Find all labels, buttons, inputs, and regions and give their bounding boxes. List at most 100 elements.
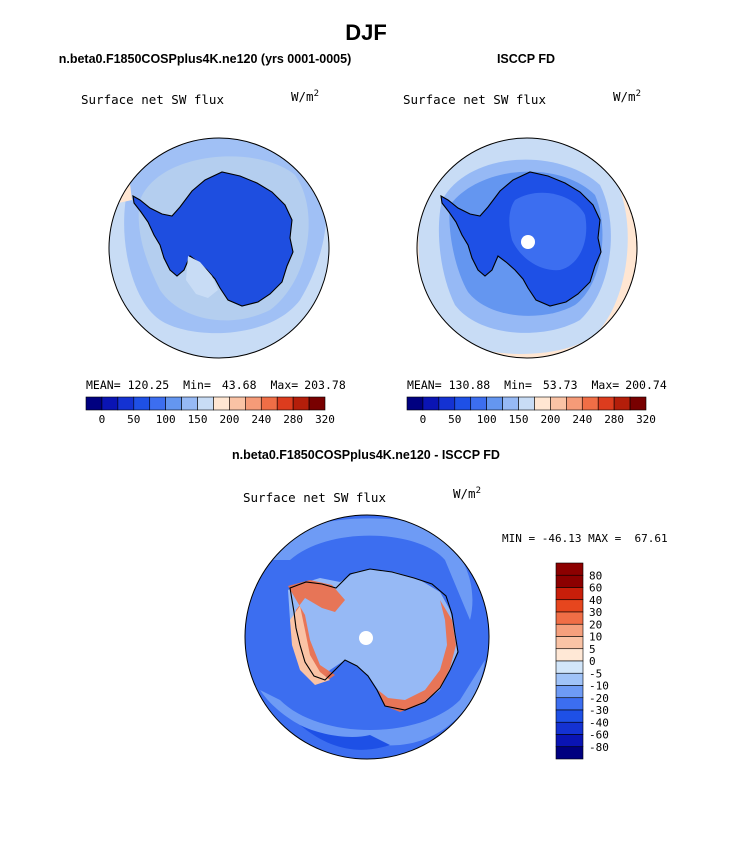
panel-bottom-colorbar xyxy=(555,562,584,760)
colorbar-left-tick: 320 xyxy=(315,413,335,426)
colorbar-bottom-swatch xyxy=(555,709,584,723)
colorbar-left-swatch xyxy=(181,396,198,411)
panel-bottom-units: W/m2 xyxy=(453,486,481,501)
colorbar-right-swatch xyxy=(406,396,424,411)
coastal-warm-ring xyxy=(290,606,330,685)
colorbar-left-swatch xyxy=(213,396,230,411)
colorbar-right-tick: 240 xyxy=(572,413,592,426)
colorbar-bottom-swatch xyxy=(555,611,584,625)
colorbar-bottom-tick: 0 xyxy=(589,655,596,668)
colorbar-bottom-swatch xyxy=(555,636,584,650)
colorbar-bottom-swatch xyxy=(555,721,584,735)
colorbar-left-tick: 0 xyxy=(99,413,106,426)
colorbar-right-tick: 320 xyxy=(636,413,656,426)
colorbar-bottom-swatch xyxy=(555,734,584,748)
colorbar-bottom-tick: -40 xyxy=(589,716,609,729)
colorbar-bottom-tick: 60 xyxy=(589,582,602,595)
panel-right-field-label: Surface net SW flux xyxy=(403,92,546,107)
colorbar-right-swatch xyxy=(550,396,567,411)
colorbar-right-swatch xyxy=(629,396,647,411)
colorbar-left-swatch xyxy=(85,396,103,411)
colorbar-left-tick: 240 xyxy=(251,413,271,426)
colorbar-right-swatch xyxy=(597,396,615,411)
colorbar-bottom-tick: 40 xyxy=(589,594,602,607)
pole-hole xyxy=(521,235,535,249)
panel-right-colorbar-ticks: 0 50 100 150 200 240 280 320 xyxy=(420,413,656,426)
colorbar-right-swatch xyxy=(534,396,551,411)
colorbar-left-swatch xyxy=(292,396,310,411)
colorbar-left-swatch xyxy=(117,396,135,411)
colorbar-right-swatch xyxy=(581,396,599,411)
panel-bottom-field-label: Surface net SW flux xyxy=(243,490,386,505)
colorbar-left-swatch xyxy=(229,396,246,411)
colorbar-bottom-swatch xyxy=(555,697,584,711)
panel-right: ISCCP FD Surface net SW flux W/m2 MEAN= 1… xyxy=(403,52,667,426)
colorbar-right-tick: 50 xyxy=(448,413,461,426)
peach-patch xyxy=(110,168,132,205)
pole-hole xyxy=(359,631,373,645)
panel-left: n.beta0.F1850COSPplus4K.ne120 (yrs 0001-… xyxy=(59,52,352,426)
colorbar-left-swatch xyxy=(308,396,326,411)
panel-bottom-map-border xyxy=(244,514,490,760)
colorbar-bottom-swatch xyxy=(555,648,584,662)
antarctica-land xyxy=(132,171,294,307)
panel-right-stats: MEAN= 130.88 Min= 53.73 Max= 200.74 xyxy=(407,378,667,392)
diff-light-patch-2 xyxy=(260,660,485,746)
colorbar-bottom-tick: -80 xyxy=(589,741,609,754)
colorbar-right-swatch xyxy=(518,396,535,411)
colorbar-bottom-swatch xyxy=(555,685,584,699)
panel-left-map-border xyxy=(108,137,330,359)
colorbar-bottom-swatch xyxy=(555,660,584,674)
colorbar-bottom-tick: -5 xyxy=(589,667,602,680)
colorbar-bottom-tick: 20 xyxy=(589,618,602,631)
colorbar-left-tick: 200 xyxy=(219,413,239,426)
colorbar-right-swatch xyxy=(422,396,440,411)
colorbar-bottom-tick: -30 xyxy=(589,704,609,717)
panel-left-colorbar-ticks: 0 50 100 150 200 240 280 320 xyxy=(99,413,335,426)
colorbar-bottom-swatch xyxy=(555,587,584,601)
panel-left-colorbar xyxy=(85,396,326,411)
antarctica-coast xyxy=(289,568,459,711)
colorbar-bottom-swatch xyxy=(555,746,584,760)
panel-left-stats: MEAN= 120.25 Min= 43.68 Max= 203.78 xyxy=(86,378,346,392)
plateau-light xyxy=(509,192,587,271)
colorbar-left-swatch xyxy=(149,396,166,411)
colorbar-bottom-tick: 5 xyxy=(589,643,596,656)
figure-title: DJF xyxy=(345,20,387,45)
colorbar-right-tick: 200 xyxy=(540,413,560,426)
colorbar-left-tick: 280 xyxy=(283,413,303,426)
colorbar-left-swatch xyxy=(101,396,119,411)
colorbar-bottom-swatch xyxy=(555,599,584,613)
colorbar-bottom-tick: 10 xyxy=(589,631,602,644)
colorbar-left-swatch xyxy=(197,396,214,411)
panel-bottom-minmax: MIN = -46.13 MAX = 67.61 xyxy=(502,532,668,545)
ross-sea-light xyxy=(186,256,218,298)
colorbar-right-swatch xyxy=(613,396,631,411)
panel-right-map-border xyxy=(416,137,638,359)
colorbar-left-swatch xyxy=(245,396,262,411)
panel-bottom: n.beta0.F1850COSPplus4K.ne120 - ISCCP FD… xyxy=(232,448,668,760)
diff-light-patch xyxy=(250,518,473,620)
panel-left-field-label: Surface net SW flux xyxy=(81,92,224,107)
panel-left-title: n.beta0.F1850COSPplus4K.ne120 (yrs 0001-… xyxy=(59,52,352,66)
colorbar-right-swatch xyxy=(470,396,487,411)
colorbar-right-swatch xyxy=(438,396,456,411)
colorbar-right-swatch xyxy=(502,396,519,411)
diff-dark-patch xyxy=(300,725,390,750)
colorbar-left-tick: 150 xyxy=(188,413,208,426)
colorbar-right-tick: 280 xyxy=(604,413,624,426)
panel-left-map xyxy=(109,138,329,358)
panel-bottom-map xyxy=(245,515,489,759)
colorbar-left-tick: 50 xyxy=(127,413,140,426)
panel-right-title: ISCCP FD xyxy=(497,52,555,66)
colorbar-left-swatch xyxy=(133,396,151,411)
colorbar-left-tick: 100 xyxy=(156,413,176,426)
colorbar-bottom-swatch xyxy=(555,672,584,686)
colorbar-right-tick: 0 xyxy=(420,413,427,426)
panel-right-map xyxy=(417,138,637,358)
coastal-positive-east xyxy=(378,600,456,712)
colorbar-left-swatch xyxy=(276,396,294,411)
colorbar-left-swatch xyxy=(260,396,278,411)
